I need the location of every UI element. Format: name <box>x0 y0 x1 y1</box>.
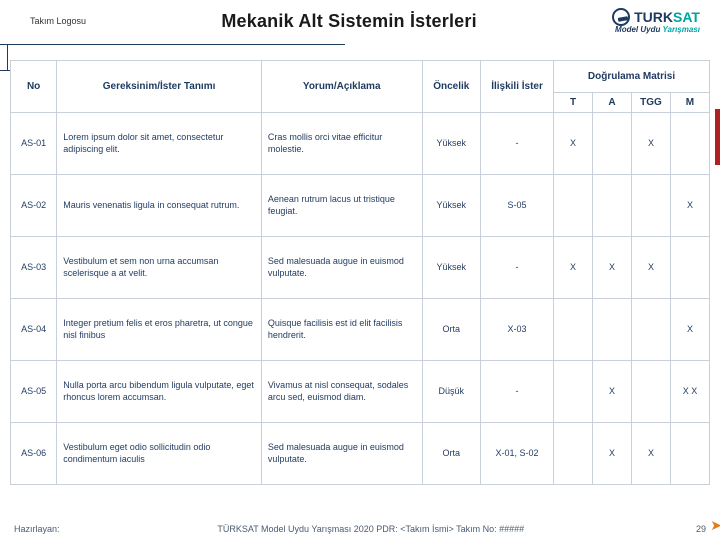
cell: X X <box>670 361 709 423</box>
table-row: AS-01Lorem ipsum dolor sit amet, consect… <box>11 113 710 175</box>
brand-subtitle: Model Uydu Yarışması <box>615 26 700 34</box>
table-row: AS-02Mauris venenatis ligula in consequa… <box>11 175 710 237</box>
table-row: AS-04Integer pretium felis et eros phare… <box>11 299 710 361</box>
cell: Aenean rutrum lacus ut tristique feugiat… <box>261 175 422 237</box>
cell: X <box>631 423 670 485</box>
cell: X <box>593 237 632 299</box>
cell: Nulla porta arcu bibendum ligula vulputa… <box>57 361 262 423</box>
title-tick-v <box>7 44 8 70</box>
cell: AS-03 <box>11 237 57 299</box>
col-v-T: T <box>554 93 593 113</box>
col-v-M: M <box>670 93 709 113</box>
next-arrow-icon: ➤ <box>710 517 720 534</box>
cell <box>631 361 670 423</box>
requirements-table: No Gereksinim/İster Tanımı Yorum/Açıklam… <box>10 60 710 485</box>
cell: Orta <box>422 423 480 485</box>
cell <box>593 175 632 237</box>
table-row: AS-05Nulla porta arcu bibendum ligula vu… <box>11 361 710 423</box>
cell: AS-04 <box>11 299 57 361</box>
col-v-TGG: TGG <box>631 93 670 113</box>
right-edge-marker <box>715 109 720 165</box>
title-underline <box>0 44 345 45</box>
prepared-by-label: Hazırlayan: <box>14 524 60 534</box>
cell: Sed malesuada augue in euismod vulputate… <box>261 237 422 299</box>
cell: X <box>554 113 593 175</box>
cell: Cras mollis orci vitae efficitur molesti… <box>261 113 422 175</box>
cell: X <box>593 361 632 423</box>
cell: Integer pretium felis et eros pharetra, … <box>57 299 262 361</box>
cell: Sed malesuada augue in euismod vulputate… <box>261 423 422 485</box>
cell <box>554 423 593 485</box>
col-req-header: Gereksinim/İster Tanımı <box>57 61 262 113</box>
cell: - <box>481 237 554 299</box>
cell <box>670 113 709 175</box>
cell <box>631 175 670 237</box>
col-related-header: İlişkili İster <box>481 61 554 113</box>
cell <box>670 237 709 299</box>
cell: X <box>554 237 593 299</box>
cell: X-03 <box>481 299 554 361</box>
brand-sat: SAT <box>673 9 700 25</box>
cell <box>554 175 593 237</box>
cell: Mauris venenatis ligula in consequat rut… <box>57 175 262 237</box>
cell: Vestibulum eget odio sollicitudin odio c… <box>57 423 262 485</box>
cell: X <box>670 299 709 361</box>
cell <box>554 299 593 361</box>
cell: X <box>631 237 670 299</box>
cell: Yüksek <box>422 175 480 237</box>
cell: Lorem ipsum dolor sit amet, consectetur … <box>57 113 262 175</box>
cell: - <box>481 361 554 423</box>
team-logo-placeholder: Takım Logosu <box>30 16 86 26</box>
brand-sub-prefix: Model Uydu <box>615 25 662 34</box>
cell: AS-05 <box>11 361 57 423</box>
col-priority-header: Öncelik <box>422 61 480 113</box>
page-title: Mekanik Alt Sistemin İsterleri <box>221 11 476 32</box>
brand-block: TURKSAT Model Uydu Yarışması <box>612 8 700 34</box>
cell: X <box>670 175 709 237</box>
table-row: AS-06Vestibulum eget odio sollicitudin o… <box>11 423 710 485</box>
cell: X-01, S-02 <box>481 423 554 485</box>
cell: Düşük <box>422 361 480 423</box>
cell <box>670 423 709 485</box>
footer-center-text: TÜRKSAT Model Uydu Yarışması 2020 PDR: <… <box>60 524 682 534</box>
col-comment-header: Yorum/Açıklama <box>261 61 422 113</box>
col-no-header: No <box>11 61 57 113</box>
cell: - <box>481 113 554 175</box>
cell: Yüksek <box>422 237 480 299</box>
cell <box>593 299 632 361</box>
col-verification-header: Doğrulama Matrisi <box>554 61 710 93</box>
table-row: AS-03Vestibulum et sem non urna accumsan… <box>11 237 710 299</box>
cell: Vestibulum et sem non urna accumsan scel… <box>57 237 262 299</box>
cell: Quisque facilisis est id elit facilisis … <box>261 299 422 361</box>
cell: Orta <box>422 299 480 361</box>
cell: Yüksek <box>422 113 480 175</box>
cell: AS-01 <box>11 113 57 175</box>
cell <box>554 361 593 423</box>
cell: X <box>593 423 632 485</box>
cell: X <box>631 113 670 175</box>
cell <box>593 113 632 175</box>
cell: S-05 <box>481 175 554 237</box>
turksat-logo-icon <box>612 8 630 26</box>
brand-sub-emph: Yarışması <box>662 25 700 34</box>
brand-turk: TURK <box>634 9 673 25</box>
col-v-A: A <box>593 93 632 113</box>
brand-name: TURKSAT <box>634 10 700 25</box>
cell: Vivamus at nisl consequat, sodales arcu … <box>261 361 422 423</box>
page-number: 29 <box>682 524 706 534</box>
cell <box>631 299 670 361</box>
cell: AS-06 <box>11 423 57 485</box>
cell: AS-02 <box>11 175 57 237</box>
